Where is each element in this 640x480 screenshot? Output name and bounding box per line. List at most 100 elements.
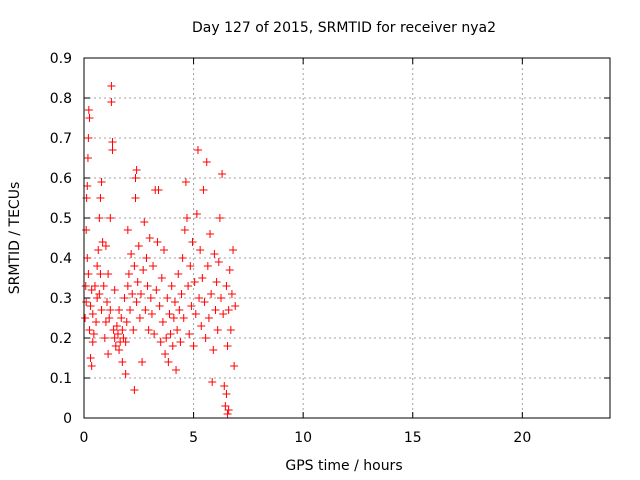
data-point: [141, 306, 150, 314]
data-point: [163, 294, 172, 302]
data-point: [174, 270, 183, 278]
data-point: [84, 270, 93, 278]
data-point: [164, 358, 173, 366]
data-point: [88, 310, 97, 318]
data-point: [118, 358, 127, 366]
y-tick-label: 0.2: [50, 331, 72, 347]
data-point: [227, 290, 236, 298]
data-point: [82, 298, 91, 306]
data-point: [115, 346, 124, 354]
data-point: [107, 82, 116, 90]
data-point: [191, 310, 200, 318]
data-point: [188, 238, 197, 246]
data-point: [83, 182, 92, 190]
data-point: [224, 406, 233, 414]
data-point: [85, 326, 94, 334]
data-point: [192, 210, 201, 218]
data-point: [214, 258, 223, 266]
data-point: [113, 330, 122, 338]
gridlines: [84, 58, 610, 418]
x-tick-label: 0: [80, 430, 89, 446]
data-point: [204, 314, 213, 322]
data-point: [158, 318, 167, 326]
data-point: [157, 274, 166, 282]
data-point: [92, 318, 101, 326]
data-point: [115, 306, 124, 314]
data-point: [139, 266, 148, 274]
x-tick-label: 5: [189, 430, 198, 446]
data-point: [85, 114, 94, 122]
scatter-points: [81, 82, 240, 418]
data-point: [193, 146, 202, 154]
data-point: [84, 134, 93, 142]
data-point: [181, 178, 190, 186]
data-point: [150, 330, 159, 338]
y-tick-label: 0.6: [50, 171, 72, 187]
data-point: [208, 378, 217, 386]
y-tick-label: 0.8: [50, 91, 72, 107]
y-tick-label: 0.7: [50, 131, 72, 147]
y-tick-label: 0.5: [50, 211, 72, 227]
data-point: [169, 314, 178, 322]
data-point: [126, 306, 135, 314]
data-point: [83, 154, 92, 162]
data-point: [213, 326, 222, 334]
data-point: [186, 262, 195, 270]
data-point: [108, 146, 117, 154]
data-point: [100, 334, 109, 342]
data-point: [165, 310, 174, 318]
data-point: [124, 270, 133, 278]
data-point: [103, 298, 112, 306]
data-point: [107, 98, 116, 106]
data-point: [202, 158, 211, 166]
data-point: [129, 326, 138, 334]
data-point: [128, 290, 137, 298]
data-point: [90, 282, 99, 290]
x-tick-label: 10: [294, 430, 312, 446]
data-point: [222, 282, 231, 290]
data-point: [183, 214, 192, 222]
y-tick-label: 0.1: [50, 371, 72, 387]
data-point: [152, 286, 161, 294]
y-axis-title: SRMTID / TECUs: [7, 182, 23, 295]
data-point: [93, 262, 102, 270]
data-point: [110, 286, 119, 294]
data-point: [104, 270, 113, 278]
data-point: [189, 342, 198, 350]
data-point: [145, 234, 154, 242]
data-point: [123, 226, 132, 234]
data-point: [110, 334, 119, 342]
data-point: [86, 354, 95, 362]
axis-ticks: 0 5 10 15 20 0 0.1 0.2 0.3 0.4 0.5 0.6 0.7 0.8 0.9: [50, 51, 610, 446]
data-point: [146, 294, 155, 302]
data-point: [210, 250, 219, 258]
data-point: [168, 342, 177, 350]
data-point: [197, 322, 206, 330]
y-tick-label: 0.4: [50, 251, 72, 267]
data-point: [203, 262, 212, 270]
data-point: [154, 186, 163, 194]
data-point: [226, 326, 235, 334]
data-point: [118, 326, 127, 334]
data-point: [82, 226, 91, 234]
data-point: [216, 294, 225, 302]
data-point: [134, 242, 143, 250]
data-point: [96, 194, 105, 202]
data-point: [117, 314, 126, 322]
data-point: [111, 342, 120, 350]
data-point: [101, 318, 110, 326]
data-point: [184, 282, 193, 290]
data-point: [159, 246, 168, 254]
data-point: [215, 214, 224, 222]
data-point: [166, 330, 175, 338]
data-point: [96, 270, 105, 278]
data-point: [206, 230, 215, 238]
y-tick-label: 0.9: [50, 51, 72, 67]
data-point: [86, 302, 95, 310]
data-point: [123, 282, 132, 290]
data-point: [95, 290, 104, 298]
data-point: [93, 294, 102, 302]
data-point: [230, 362, 239, 370]
data-point: [224, 306, 233, 314]
